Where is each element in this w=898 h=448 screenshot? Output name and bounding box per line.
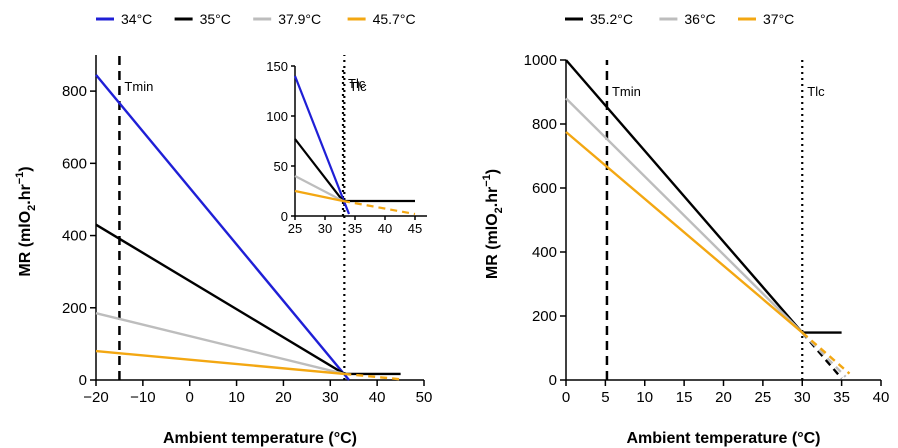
y-axis-title-part: −1 xyxy=(14,172,26,185)
series-dashed-45-7-c xyxy=(342,199,416,216)
tlc-label: Tlc xyxy=(348,76,366,91)
y-tick-label: 600 xyxy=(532,180,557,197)
x-tick-label: 30 xyxy=(318,221,332,236)
y-tick-label: 0 xyxy=(79,372,87,389)
x-tick-label: 35 xyxy=(833,389,850,406)
y-tick-label: 100 xyxy=(266,109,288,124)
x-tick-label: 20 xyxy=(715,389,732,406)
legend-label-35-c: 35°C xyxy=(200,11,231,27)
tlc-label: Tlc xyxy=(807,84,825,99)
y-axis-title-part: .hr xyxy=(17,184,34,204)
x-tick-label: 10 xyxy=(228,389,245,406)
y-tick-label: 600 xyxy=(62,155,87,172)
x-tick-label: 40 xyxy=(873,389,890,406)
series-line-34-c xyxy=(293,75,351,215)
y-tick-label: 1000 xyxy=(524,52,557,69)
x-tick-label: 15 xyxy=(676,389,693,406)
series-line-45-7-c xyxy=(294,189,344,203)
legend-label-37-9-c: 37.9°C xyxy=(278,11,321,27)
y-axis-title-part: −1 xyxy=(481,174,493,187)
y-tick-label: 0 xyxy=(549,372,557,389)
series-dashed-37-c xyxy=(801,331,851,375)
y-tick-label: 800 xyxy=(62,83,87,100)
y-axis-title-part: ) xyxy=(484,169,501,174)
series-line-36-c xyxy=(565,97,804,334)
series-dashed-45-7-c xyxy=(344,372,401,381)
x-tick-label: 0 xyxy=(186,389,194,406)
legend-label-36-c: 36°C xyxy=(684,11,715,27)
y-tick-label: 800 xyxy=(532,116,557,133)
series-dashed-36-c xyxy=(801,331,847,378)
legend-label-37-c: 37°C xyxy=(763,11,794,27)
y-axis-title-part: MR (mlO xyxy=(17,211,34,277)
x-tick-label: −20 xyxy=(83,389,108,406)
legend-label-35-2-c: 35.2°C xyxy=(590,11,633,27)
inset-panel: 25 30 35 40 45 0 50 100 150 Tlc xyxy=(266,59,427,236)
y-tick-label: 400 xyxy=(532,244,557,261)
tmin-label: Tmin xyxy=(612,84,641,99)
x-tick-label: 10 xyxy=(636,389,653,406)
series-dashed-35-2-c xyxy=(801,331,843,380)
y-axis-title: MR (mlO2.hr−1) xyxy=(14,166,38,276)
legend-label-45-7-c: 45.7°C xyxy=(373,11,416,27)
x-tick-label: 40 xyxy=(369,389,386,406)
y-axis-title-part: ) xyxy=(17,166,34,171)
x-tick-label: 0 xyxy=(562,389,570,406)
tmin-label: Tmin xyxy=(124,79,153,94)
y-axis-title-part: .hr xyxy=(484,187,501,207)
x-tick-label: −10 xyxy=(130,389,155,406)
series-line-37-9-c xyxy=(294,175,344,202)
series-line-37-9-c xyxy=(95,312,345,376)
x-axis-title: Ambient temperature (°C) xyxy=(163,430,357,447)
tlc-label: Tlc xyxy=(349,79,367,94)
y-tick-label: 0 xyxy=(281,209,288,224)
series-line-37-c xyxy=(565,131,804,334)
x-tick-label: 50 xyxy=(416,389,433,406)
y-tick-label: 400 xyxy=(62,228,87,245)
x-tick-label: 25 xyxy=(288,221,302,236)
series-line-35-c xyxy=(294,138,415,203)
y-axis-title-part: 2 xyxy=(26,205,38,211)
series-line-34-c xyxy=(95,74,350,381)
x-tick-label: 35 xyxy=(348,221,362,236)
y-tick-label: 150 xyxy=(266,59,288,74)
x-tick-label: 30 xyxy=(322,389,339,406)
y-axis-title-part: MR (mlO xyxy=(484,213,501,279)
y-tick-label: 200 xyxy=(62,300,87,317)
x-tick-label: 25 xyxy=(755,389,772,406)
y-axis-title: MR (mlO2.hr−1) xyxy=(481,169,505,279)
x-axis-title: Ambient temperature (°C) xyxy=(627,430,821,447)
x-tick-label: 20 xyxy=(275,389,292,406)
x-tick-label: 45 xyxy=(408,221,422,236)
x-tick-label: 5 xyxy=(601,389,609,406)
y-axis-title-part: 2 xyxy=(493,207,505,213)
x-tick-label: 30 xyxy=(794,389,811,406)
x-tick-label: 40 xyxy=(378,221,392,236)
left-legend: 34°C 35°C 37.9°C 45.7°C xyxy=(96,11,416,27)
y-tick-label: 200 xyxy=(532,308,557,325)
series-line-45-7-c xyxy=(95,349,345,376)
legend-label-34-c: 34°C xyxy=(121,11,152,27)
y-tick-label: 50 xyxy=(274,159,288,174)
right-legend: 35.2°C 36°C 37°C xyxy=(565,11,794,27)
